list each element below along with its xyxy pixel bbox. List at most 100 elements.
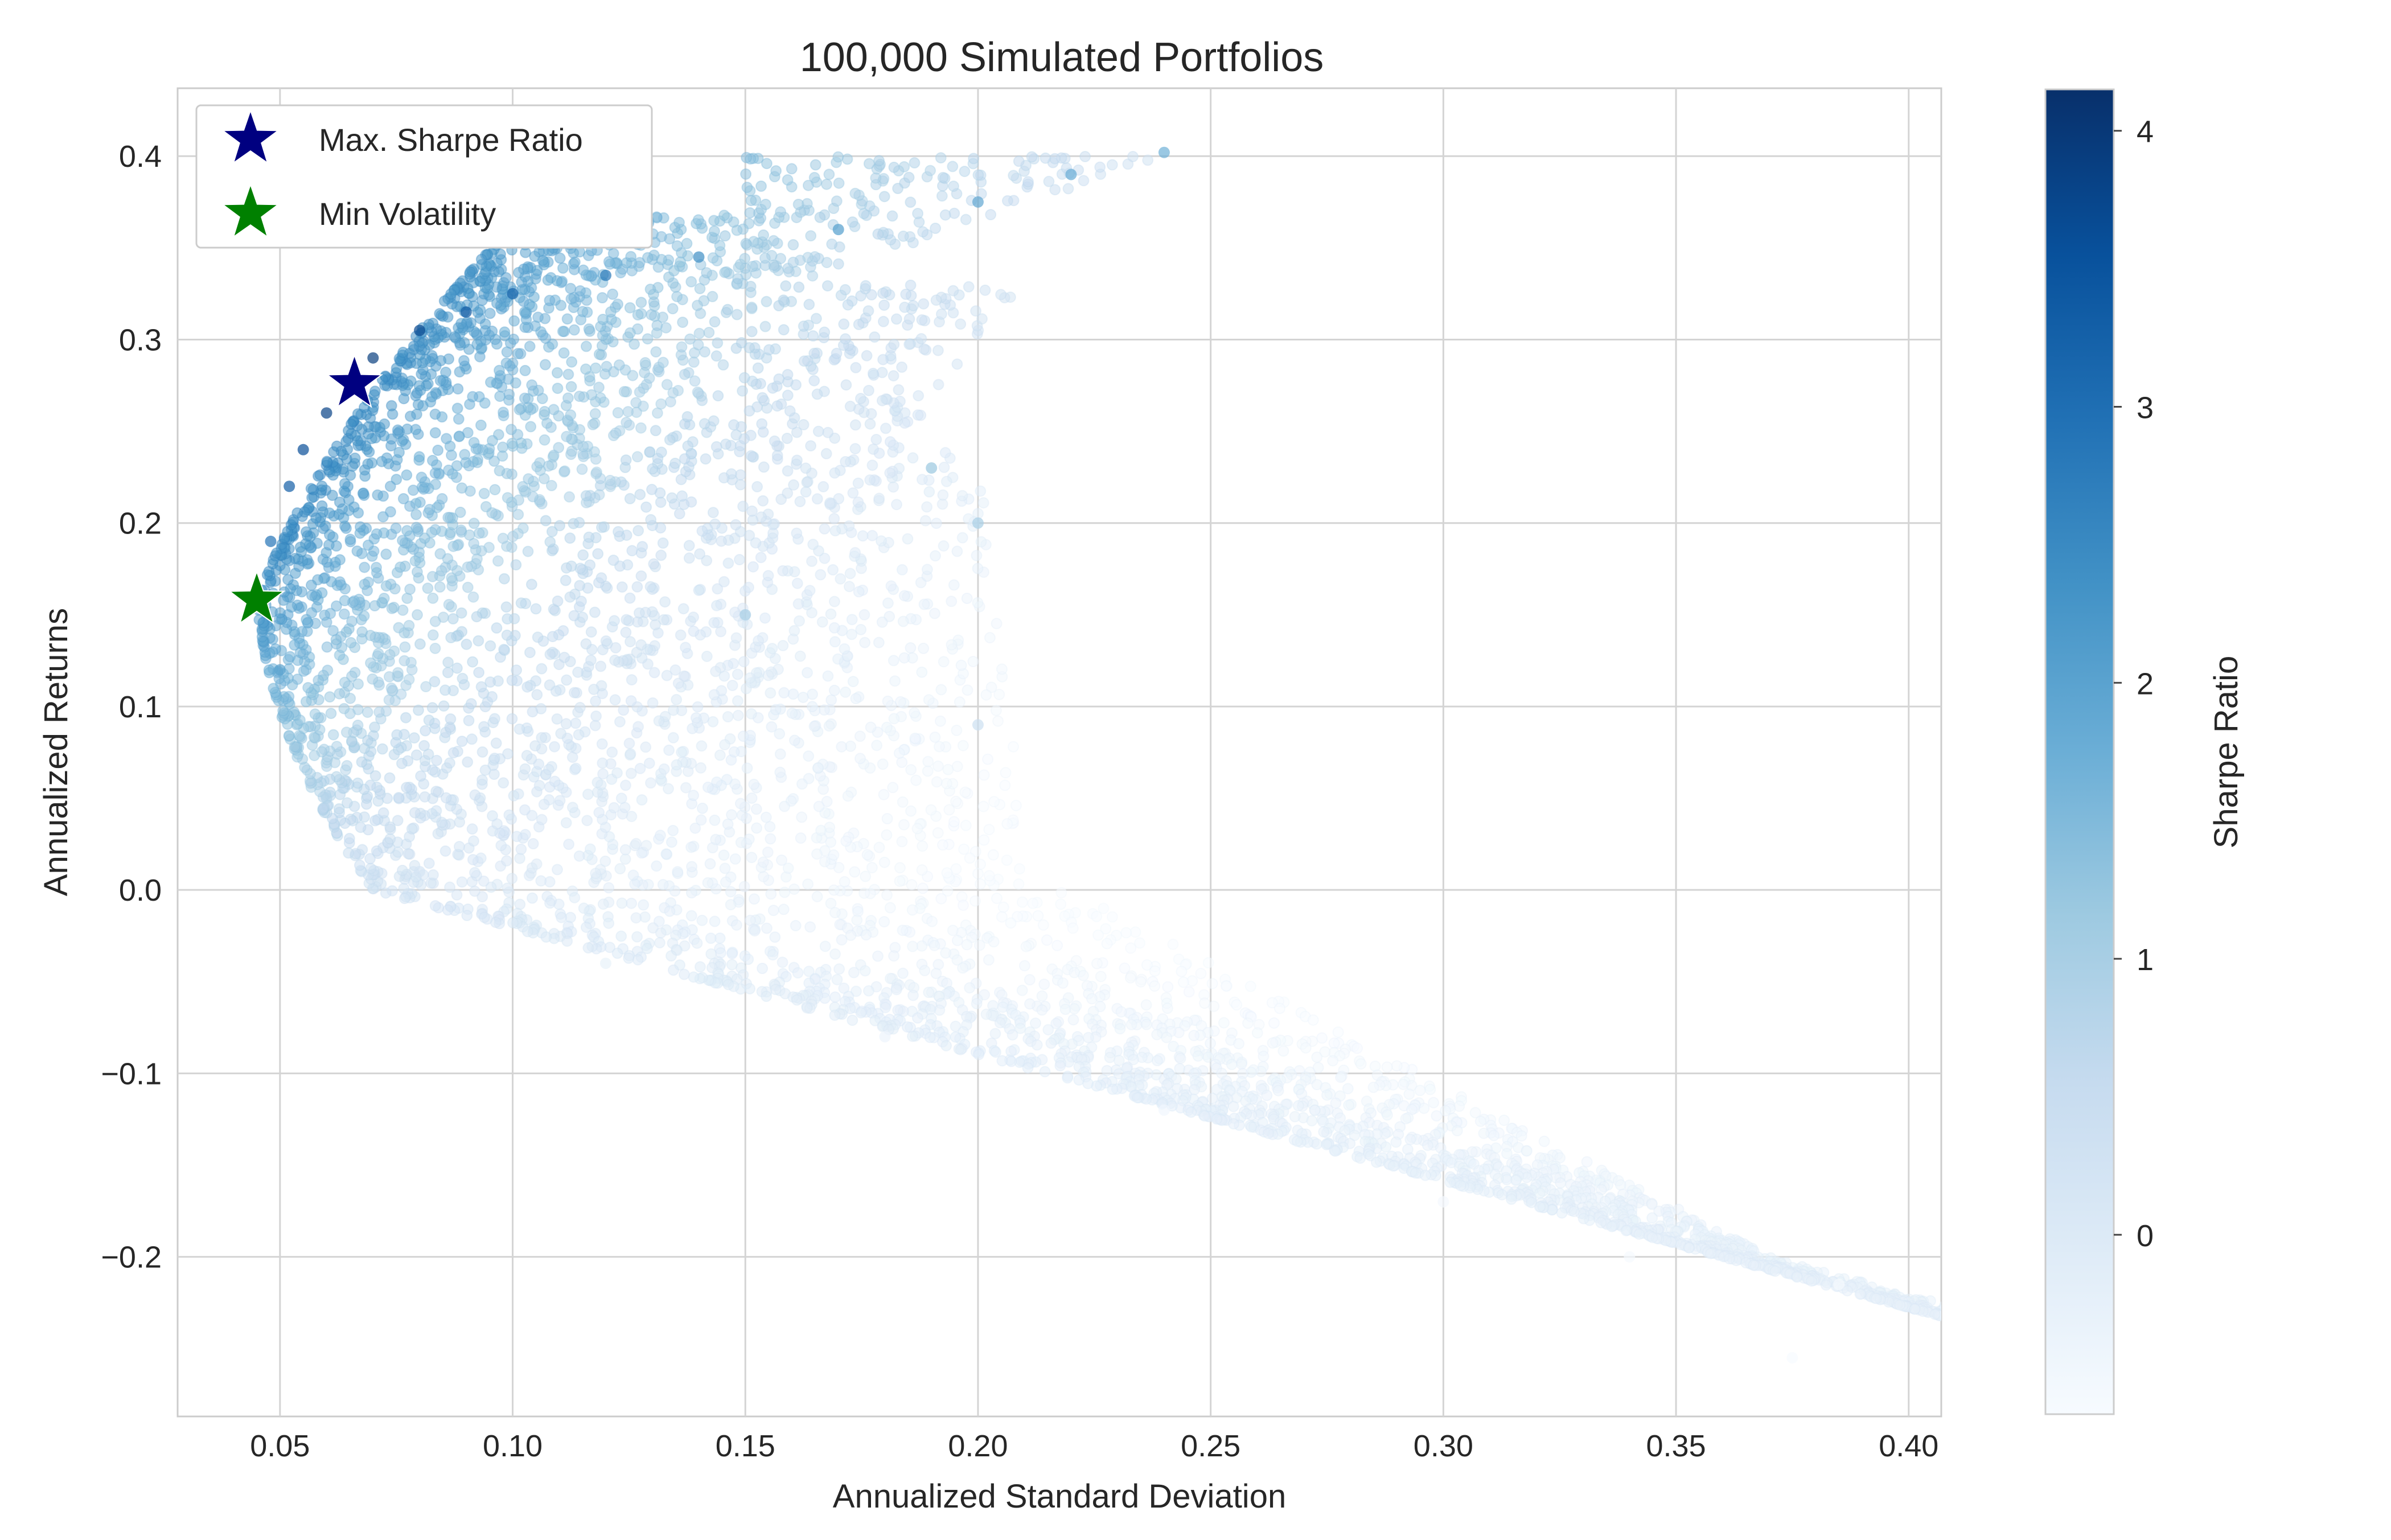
scatter-point	[908, 453, 918, 463]
scatter-point	[885, 437, 895, 447]
scatter-point	[917, 315, 927, 325]
scatter-point	[757, 963, 767, 974]
scatter-point	[964, 282, 974, 292]
scatter-point	[819, 327, 829, 338]
scatter-point	[861, 281, 871, 291]
scatter-point	[1930, 1309, 1940, 1320]
scatter-point	[895, 876, 905, 886]
scatter-point	[527, 380, 537, 390]
scatter-point	[371, 562, 381, 573]
scatter-point	[664, 906, 675, 917]
scatter-point	[720, 740, 730, 750]
scatter-point	[748, 562, 758, 572]
scatter-point	[545, 898, 555, 908]
scatter-point	[1322, 1090, 1332, 1100]
scatter-point	[830, 636, 840, 647]
scatter-point	[908, 990, 918, 1000]
scatter-point	[365, 658, 376, 668]
scatter-point	[498, 778, 508, 788]
scatter-point	[865, 475, 875, 485]
scatter-point	[1069, 967, 1079, 978]
scatter-point	[1972, 1309, 1982, 1319]
scatter-point	[907, 941, 918, 951]
scatter-point	[662, 380, 672, 390]
scatter-point	[431, 786, 441, 796]
scatter-point	[1229, 1102, 1239, 1112]
scatter-point	[732, 633, 742, 643]
scatter-point	[1970, 1317, 1980, 1327]
scatter-point	[1229, 1119, 1239, 1129]
scatter-point	[741, 169, 751, 179]
scatter-point	[428, 630, 438, 640]
scatter-point	[1539, 1136, 1550, 1147]
scatter-point	[824, 169, 834, 179]
scatter-point	[1203, 958, 1214, 968]
scatter-point	[566, 357, 577, 367]
scatter-point	[374, 707, 384, 717]
scatter-point	[377, 744, 388, 754]
scatter-point	[584, 324, 594, 334]
scatter-point	[834, 964, 844, 974]
scatter-point	[658, 880, 668, 890]
scatter-point	[499, 644, 509, 655]
scatter-point	[998, 1002, 1008, 1012]
scatter-point	[964, 983, 975, 993]
scatter-point	[619, 387, 630, 397]
scatter-point	[2030, 1329, 2040, 1339]
scatter-point	[397, 758, 407, 769]
scatter-point	[917, 474, 927, 484]
scatter-point	[1092, 959, 1102, 969]
scatter-point	[641, 840, 651, 851]
scatter-point	[973, 170, 983, 180]
scatter-point	[467, 824, 478, 834]
scatter-point	[1941, 1303, 1952, 1313]
scatter-point	[646, 582, 656, 592]
scatter-point	[556, 913, 566, 923]
scatter-point	[407, 824, 417, 834]
scatter-point	[888, 482, 898, 492]
scatter-point	[694, 585, 704, 596]
scatter-point	[598, 314, 608, 325]
scatter-point	[727, 948, 737, 959]
scatter-point	[532, 689, 542, 700]
scatter-point	[469, 836, 479, 846]
scatter-point	[1263, 1128, 1273, 1139]
scatter-point	[445, 758, 455, 768]
scatter-point	[359, 562, 369, 573]
scatter-point	[412, 523, 422, 533]
scatter-point	[533, 632, 543, 642]
scatter-point	[502, 602, 512, 612]
scatter-point	[536, 876, 546, 886]
scatter-point	[430, 901, 441, 911]
scatter-point	[988, 850, 999, 860]
scatter-point	[2003, 1327, 2013, 1337]
scatter-point	[339, 704, 349, 714]
scatter-point	[720, 863, 730, 873]
scatter-point	[1207, 979, 1218, 989]
scatter-point	[807, 556, 817, 566]
scatter-point	[845, 401, 856, 412]
scatter-point	[997, 1056, 1007, 1066]
scatter-point	[738, 731, 749, 741]
scatter-point	[840, 285, 851, 295]
scatter-point	[2000, 1319, 2011, 1329]
scatter-point	[658, 538, 668, 548]
scatter-point	[667, 493, 677, 503]
scatter-point	[959, 844, 969, 855]
scatter-point	[420, 726, 430, 736]
scatter-point	[1499, 1115, 1509, 1126]
scatter-point	[570, 718, 581, 728]
scatter-point	[835, 574, 845, 584]
scatter-point	[598, 899, 609, 909]
scatter-point	[860, 871, 870, 881]
scatter-point	[626, 252, 636, 262]
scatter-point	[621, 845, 631, 855]
scatter-point	[480, 765, 491, 775]
scatter-point	[2028, 1334, 2038, 1344]
scatter-point	[2008, 1319, 2019, 1329]
scatter-point	[471, 611, 482, 622]
scatter-point	[1278, 1046, 1288, 1056]
scatter-point	[2015, 1327, 2026, 1337]
scatter-point	[1062, 1073, 1073, 1083]
